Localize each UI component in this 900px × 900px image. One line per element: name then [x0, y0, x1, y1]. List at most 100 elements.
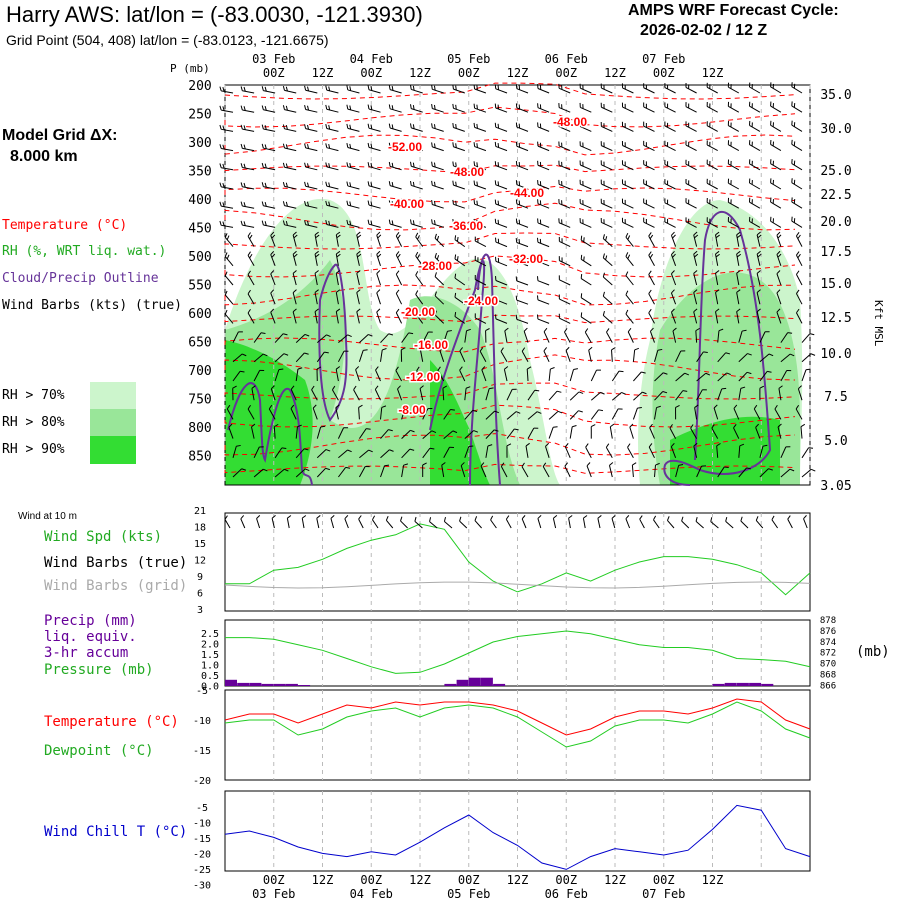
- wind-barb: [738, 329, 747, 343]
- wind-barb: [558, 141, 571, 152]
- wind-barb: [494, 141, 508, 152]
- wind-barb: [664, 140, 676, 152]
- wind-barb: [558, 218, 571, 228]
- wind-barb: [621, 198, 634, 209]
- wind-barb: [434, 291, 445, 305]
- temperature-contour-label: -52.00: [388, 140, 422, 154]
- wind-barb: [690, 424, 698, 439]
- rh-region-4: [225, 340, 313, 485]
- windchill-y-tick-label: -15: [193, 834, 211, 845]
- wind-barb: [443, 446, 454, 459]
- wind-barb: [770, 82, 782, 94]
- wind-barb: [621, 102, 634, 113]
- wind-barb: [625, 271, 634, 286]
- wind-barb: [527, 411, 542, 420]
- wind-barb: [431, 180, 444, 190]
- wind-barb: [664, 179, 676, 190]
- wind-barb: [515, 218, 529, 228]
- surface-wind-barb: [695, 516, 704, 529]
- wind-barb: [648, 270, 655, 286]
- wind-barb: [226, 404, 234, 420]
- top-date-label: 04 Feb: [350, 52, 393, 66]
- surface-wind-barb: [771, 515, 779, 529]
- wind-barb: [355, 366, 360, 382]
- height-tick-label: 30.0: [820, 122, 851, 137]
- wind-barb: [485, 387, 494, 401]
- surface-wind-barb: [429, 517, 438, 529]
- wind-barb: [247, 251, 255, 267]
- wind-barb: [736, 270, 741, 286]
- wind-y-tick-label: 18: [194, 523, 206, 534]
- wind-barb: [274, 333, 288, 343]
- wind-barb: [304, 162, 318, 171]
- wind-barb: [632, 407, 642, 420]
- wind-barb: [335, 250, 341, 266]
- wind-barb: [605, 443, 613, 459]
- wind-barb: [240, 201, 255, 209]
- pressure-y-tick-label: 866: [820, 681, 836, 691]
- wind-barb: [401, 463, 409, 478]
- wind-barb: [295, 424, 302, 439]
- windchill-y-tick-label: -20: [193, 850, 211, 861]
- wind-barb: [481, 366, 487, 382]
- temperature-y-tick-label: -10: [193, 716, 211, 727]
- wind-barb: [474, 294, 487, 305]
- wind-barb: [376, 308, 381, 324]
- wind-barb: [558, 199, 571, 209]
- bottom-time-tick-label: 00Z: [360, 873, 382, 887]
- wind-barb: [356, 270, 361, 286]
- pressure-y-tick-label: 872: [820, 649, 836, 659]
- wind-barb: [696, 465, 707, 478]
- wind-barb: [521, 462, 529, 478]
- wind-barb: [685, 178, 697, 190]
- wind-barb: [459, 347, 466, 363]
- rh90-swatch: [90, 436, 136, 464]
- wind-barb: [358, 428, 371, 439]
- precip-liq-legend: liq. equiv.: [44, 629, 137, 645]
- wind-barb: [292, 289, 297, 305]
- temperature-contour-label: -32.00: [509, 252, 543, 266]
- wind-barb: [335, 404, 340, 420]
- wind-barb: [801, 368, 811, 382]
- wind-barb: [753, 404, 761, 420]
- wind-barb: [625, 309, 634, 324]
- wind-barb: [261, 124, 276, 132]
- bottom-time-tick-label: 00Z: [263, 873, 285, 887]
- wind-barb: [292, 270, 297, 286]
- wind-barb: [590, 369, 601, 382]
- temperature-contour-label: -20.00: [401, 305, 435, 319]
- wind-barb: [727, 82, 740, 94]
- wind-barb: [621, 179, 634, 190]
- wind-barb: [569, 391, 584, 401]
- wind-barb: [727, 121, 740, 132]
- wind-barb: [434, 310, 445, 324]
- wind-barb: [580, 254, 592, 267]
- top-time-tick-label: 12Z: [409, 66, 431, 80]
- wind-barb: [654, 391, 668, 401]
- wind-barb: [791, 216, 803, 228]
- wind-barb: [584, 328, 592, 343]
- wind-speed-legend: Wind Spd (kts): [44, 529, 163, 545]
- precip-y-tick-label: 1.0: [201, 661, 219, 672]
- wind-barb: [631, 462, 637, 478]
- wind-barb: [228, 423, 234, 439]
- wind-barb: [356, 231, 362, 247]
- wind-barb: [713, 404, 719, 420]
- surface-wind-barb: [443, 517, 453, 529]
- wind-barb: [506, 428, 519, 439]
- top-time-tick-label: 12Z: [507, 66, 529, 80]
- wind-barb: [770, 216, 782, 228]
- wind-barb: [776, 231, 782, 247]
- wind-barb: [374, 385, 381, 401]
- wind-barb: [431, 161, 444, 171]
- wind-barb: [675, 463, 684, 478]
- wind-barb: [419, 385, 424, 401]
- wind-barb: [685, 198, 697, 209]
- top-time-tick-label: 00Z: [360, 66, 382, 80]
- wind-barb: [295, 367, 303, 382]
- wind-barb: [759, 444, 768, 458]
- wind-barb: [443, 330, 452, 343]
- wind-barb: [715, 289, 720, 305]
- wind-barb: [759, 353, 774, 363]
- wind-barb: [335, 270, 341, 286]
